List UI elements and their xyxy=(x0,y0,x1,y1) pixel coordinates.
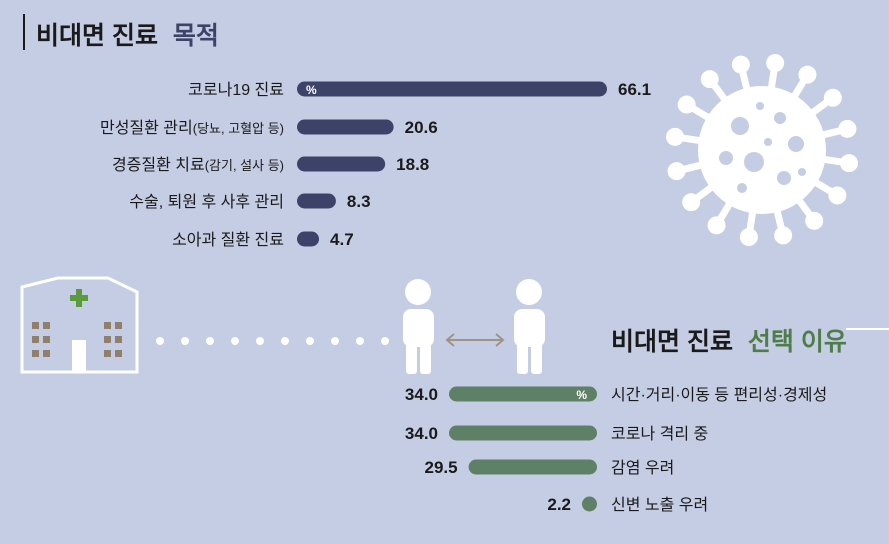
person-icon xyxy=(403,279,434,374)
category-main: 만성질환 관리 xyxy=(100,119,193,137)
category-label: 신변 노출 우려 xyxy=(611,496,708,514)
bar xyxy=(297,231,320,247)
category-main: 코로나19 진료 xyxy=(188,81,284,99)
category-sub: (당뇨, 고혈압 등) xyxy=(193,121,284,136)
category-label: 경증질환 치료(감기, 설사 등) xyxy=(112,156,284,174)
bar xyxy=(297,193,336,209)
chart-title-bottom-accent: 선택 이유 xyxy=(748,328,847,356)
category-main: 경증질환 치료 xyxy=(112,156,205,174)
category-main: 수술, 퇴원 후 사후 관리 xyxy=(129,193,284,211)
category-sub: (감기, 설사 등) xyxy=(205,158,284,173)
category-label: 소아과 질환 진료 xyxy=(172,231,284,249)
chart-title-top-main: 비대면 진료 xyxy=(36,22,158,50)
top-bar-chart: 코로나19 진료 66.1% 만성질환 관리(당뇨, 고혈압 등) 20.6 경증질환 … xyxy=(100,80,651,249)
chart-title-top-accent: 목적 xyxy=(173,22,219,50)
category-label: 시간·거리·이동 등 편리성·경제성 xyxy=(611,386,827,404)
data-label: 18.8 xyxy=(396,155,429,174)
unit-label: % xyxy=(576,388,587,402)
data-label: 34.0 xyxy=(405,424,438,443)
door xyxy=(72,340,86,372)
bar xyxy=(468,459,597,475)
category-label: 코로나 격리 중 xyxy=(611,425,708,443)
bar xyxy=(297,119,394,135)
window-grid xyxy=(32,322,122,357)
hospital-icon xyxy=(20,276,139,374)
dotted-connector xyxy=(156,337,389,345)
virus-icon xyxy=(665,53,859,247)
bar xyxy=(297,81,607,97)
bottom-bar-chart: 34.0 시간·거리·이동 등 편리성·경제성% 34.0 코로나 격리 중 29.5 감… xyxy=(405,385,827,514)
data-label: 20.6 xyxy=(405,118,438,137)
data-label: 4.7 xyxy=(330,230,354,249)
bar xyxy=(297,156,386,172)
chart-title-bottom-main: 비대면 진료 xyxy=(611,328,733,356)
category-label: 만성질환 관리(당뇨, 고혈압 등) xyxy=(100,119,284,137)
bar xyxy=(582,496,597,512)
bar xyxy=(449,386,597,402)
category-label: 수술, 퇴원 후 사후 관리 xyxy=(129,193,284,211)
bar xyxy=(449,425,597,441)
category-label: 코로나19 진료 xyxy=(188,81,284,99)
chart-title-top: 비대면 진료 목적 xyxy=(36,22,219,50)
unit-label: % xyxy=(306,83,317,97)
person-icon xyxy=(514,279,545,374)
double-arrow-icon xyxy=(445,333,505,347)
data-label: 29.5 xyxy=(424,458,457,477)
data-label: 66.1 xyxy=(618,80,651,99)
chart-title-bottom: 비대면 진료 선택 이유 xyxy=(611,328,847,356)
category-main: 소아과 질환 진료 xyxy=(172,231,284,249)
data-label: 8.3 xyxy=(347,192,371,211)
data-label: 2.2 xyxy=(547,495,571,514)
data-label: 34.0 xyxy=(405,385,438,404)
category-label: 감염 우려 xyxy=(611,459,674,477)
